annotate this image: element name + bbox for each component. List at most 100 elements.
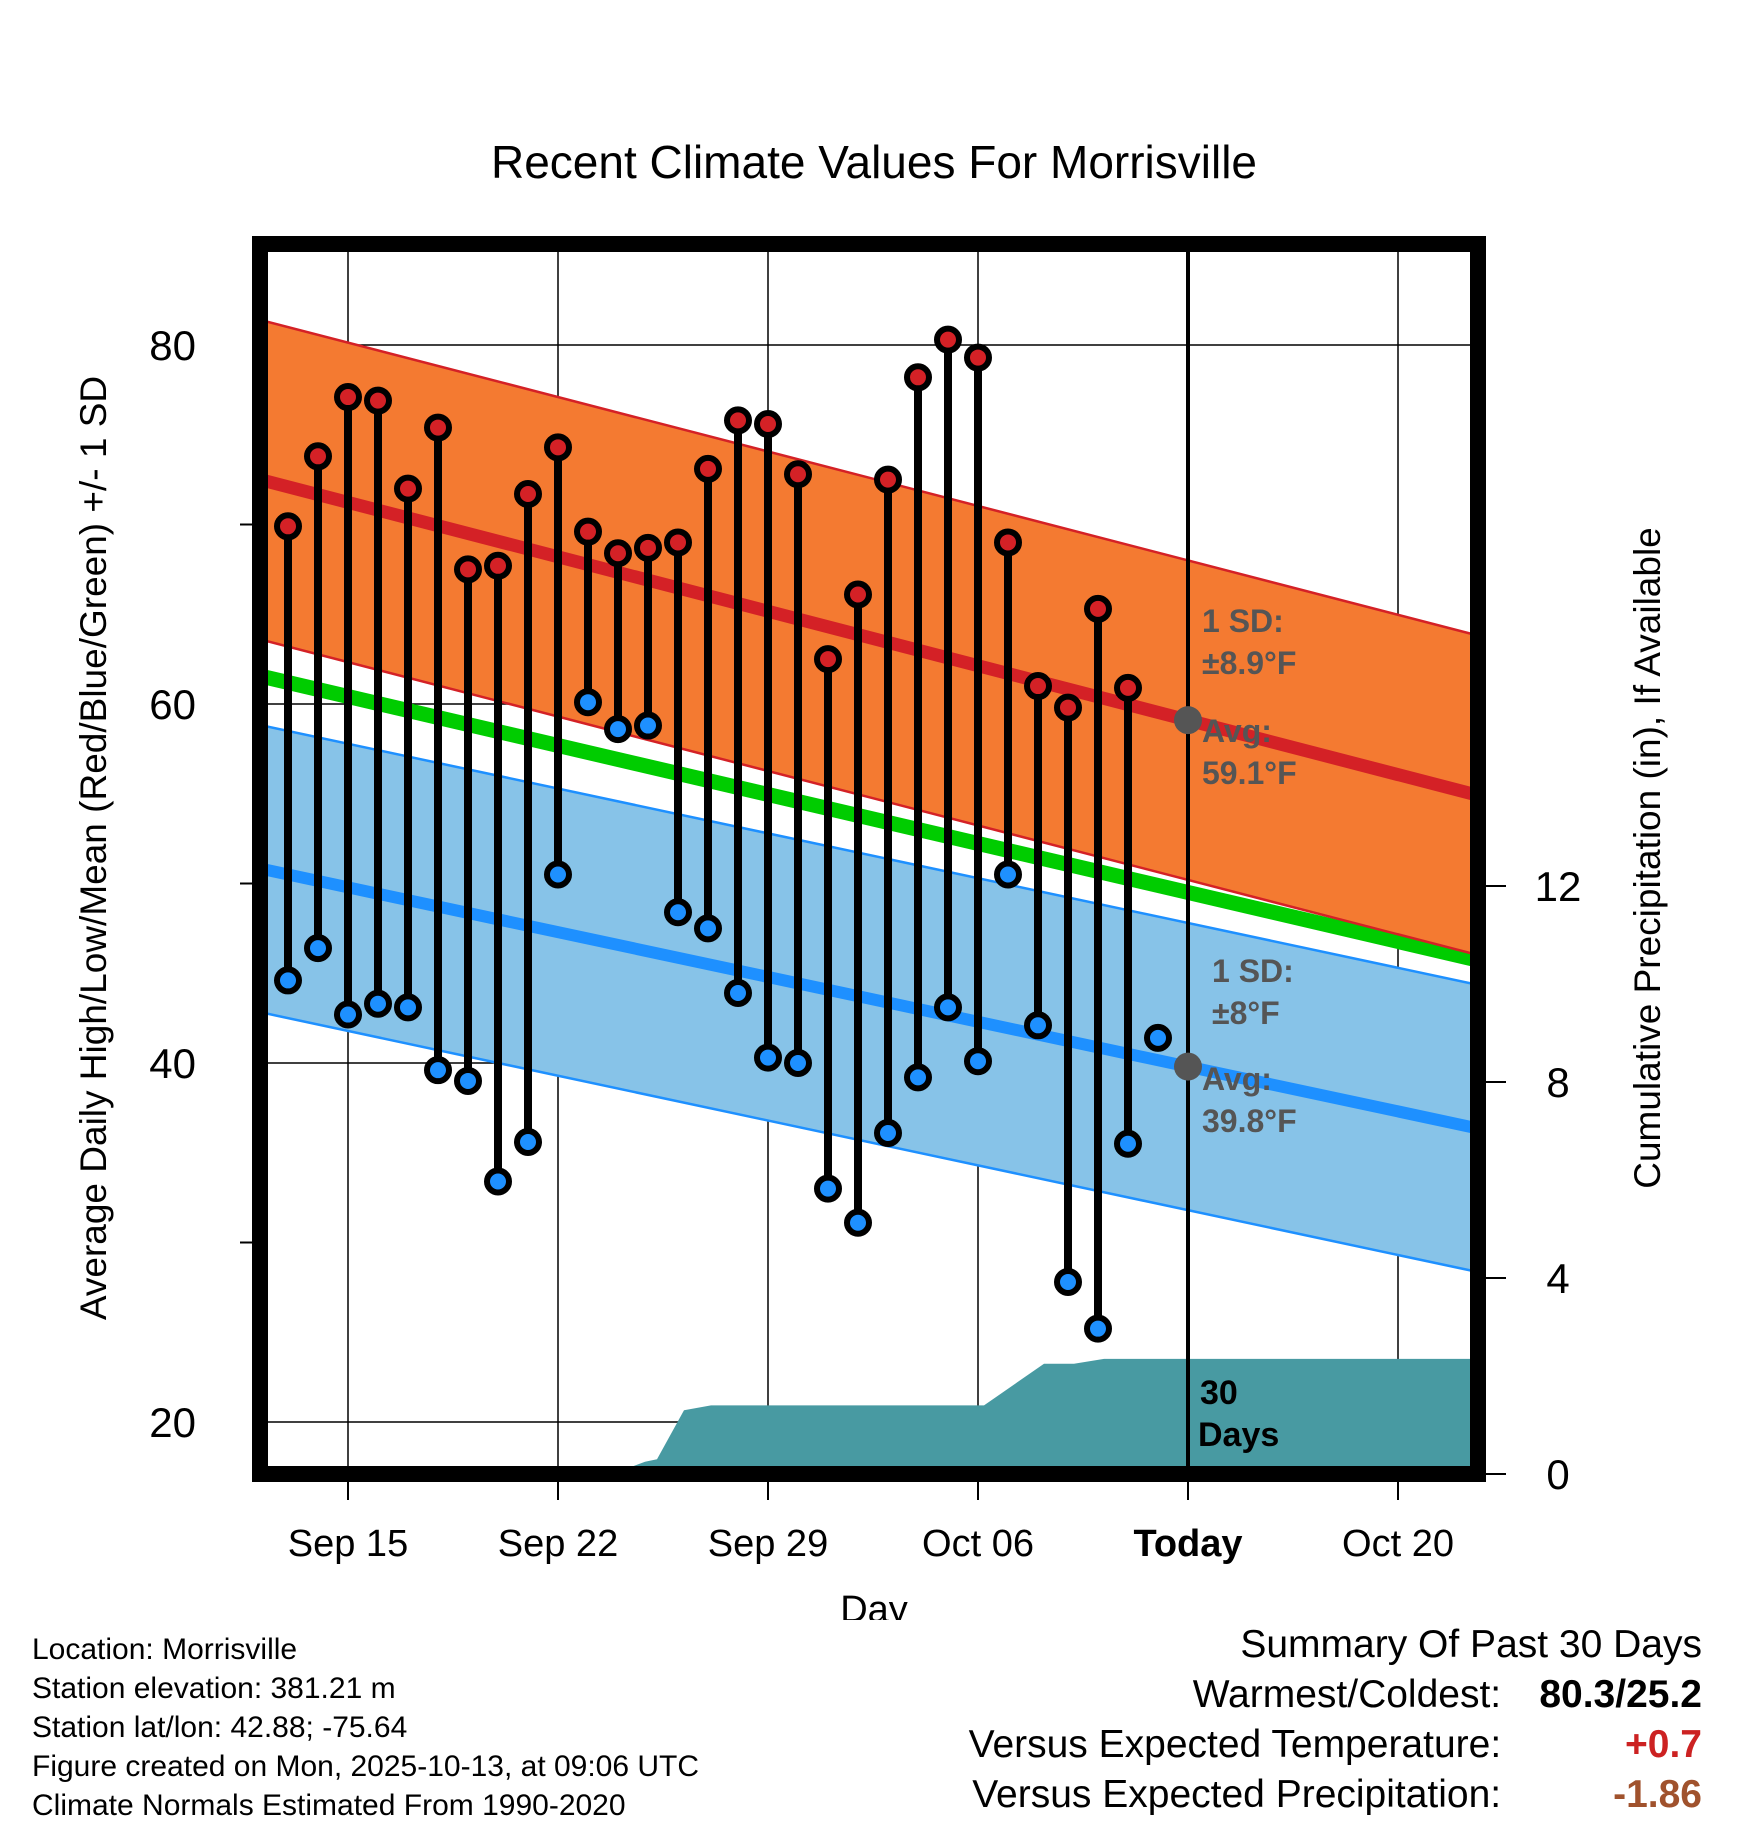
daily-high-point — [604, 539, 632, 568]
daily-low-point — [874, 1119, 902, 1148]
x-tick-label: Oct 20 — [1342, 1523, 1454, 1565]
low-avg-label: Avg: — [1202, 1061, 1272, 1097]
daily-low-point — [694, 914, 722, 943]
daily-high-point — [544, 433, 572, 462]
daily-low-point — [964, 1047, 992, 1076]
daily-high-point — [514, 479, 542, 508]
precip-row: Versus Expected Precipitation: -1.86 — [969, 1770, 1702, 1820]
y2-axis-label: Cumulative Precipitation (in), If Availa… — [1627, 527, 1668, 1189]
daily-low-point — [724, 978, 752, 1007]
normal-low-line — [260, 862, 1478, 1135]
summary-heading: Summary Of Past 30 Days — [1240, 1623, 1702, 1666]
daily-low-point — [574, 688, 602, 717]
daily-low-point — [424, 1056, 452, 1085]
daily-low-point — [634, 711, 662, 740]
warmest-label: Warmest/Coldest: — [1192, 1673, 1502, 1716]
elevation-text: Station elevation: 381.21 m — [32, 1672, 396, 1705]
precip-period-number: 30 — [1200, 1374, 1238, 1412]
daily-low-point — [544, 860, 572, 889]
daily-high-point — [424, 413, 452, 442]
x-tick-label: Oct 06 — [922, 1523, 1034, 1565]
x-axis-label: Day — [840, 1589, 908, 1620]
daily-low-point — [934, 993, 962, 1022]
daily-low-point — [904, 1063, 932, 1092]
low-avg-value: 39.8°F — [1202, 1103, 1297, 1139]
summary-panel: Summary Of Past 30 Days Warmest/Coldest:… — [969, 1620, 1702, 1820]
y-tick-label: 20 — [149, 1399, 196, 1446]
daily-low-point — [604, 715, 632, 744]
y-tick-label: 80 — [149, 322, 196, 369]
daily-high-point — [274, 512, 302, 541]
daily-low-point — [844, 1208, 872, 1237]
station-info: Location: Morrisville Station elevation:… — [32, 1630, 699, 1825]
y2-tick-label: 8 — [1546, 1059, 1569, 1106]
daily-high-point — [724, 406, 752, 435]
temp-row: Versus Expected Temperature: +0.7 — [969, 1720, 1702, 1770]
high-sd-value: ±8.9°F — [1202, 645, 1296, 681]
daily-low-point — [814, 1174, 842, 1203]
daily-high-point — [454, 555, 482, 584]
today-high-avg-marker — [1174, 706, 1202, 735]
low-sd-lower-edge — [260, 1010, 1478, 1274]
x-tick-label: Sep 22 — [498, 1523, 618, 1565]
daily-low-point — [334, 1000, 362, 1029]
low-sd-value: ±8°F — [1212, 995, 1280, 1031]
y2-tick-label: 12 — [1535, 863, 1582, 910]
daily-high-point — [484, 551, 512, 580]
daily-high-point — [874, 465, 902, 494]
location-text: Location: Morrisville — [32, 1633, 298, 1666]
x-tick-label: Today — [1133, 1523, 1242, 1565]
y2-tick-label: 4 — [1546, 1255, 1569, 1302]
daily-high-point — [364, 386, 392, 415]
daily-low-point — [514, 1127, 542, 1156]
daily-high-point — [574, 517, 602, 546]
x-tick-label: Sep 15 — [288, 1523, 408, 1565]
plot-inner — [260, 244, 1478, 1474]
daily-high-point — [814, 645, 842, 674]
daily-high-point — [994, 528, 1022, 557]
normal-high-line — [260, 473, 1478, 802]
climate-chart: Recent Climate Values For Morrisville 1 … — [73, 136, 1668, 1620]
high-sd-upper-edge — [260, 318, 1478, 637]
daily-low-point — [394, 993, 422, 1022]
precip-value: -1.86 — [1613, 1773, 1702, 1816]
daily-low-point — [1084, 1314, 1112, 1343]
normal-mean-line — [260, 668, 1478, 968]
daily-low-point — [304, 934, 332, 963]
y-tick-label: 60 — [149, 681, 196, 728]
daily-low-point — [994, 860, 1022, 889]
daily-low-point — [664, 898, 692, 927]
created-text: Figure created on Mon, 2025-10-13, at 09… — [32, 1750, 700, 1783]
daily-high-point — [1114, 673, 1142, 702]
daily-low-point — [1054, 1267, 1082, 1296]
daily-high-point — [904, 363, 932, 392]
daily-high-point — [1024, 672, 1052, 701]
daily-high-point — [334, 383, 362, 412]
daily-low-point — [754, 1043, 782, 1072]
warmest-value: 80.3/25.2 — [1539, 1673, 1702, 1716]
daily-low-point — [484, 1167, 512, 1196]
precip-period-unit: Days — [1198, 1416, 1279, 1454]
daily-high-point — [1084, 594, 1112, 623]
y-tick-label: 40 — [149, 1040, 196, 1087]
today-low-avg-marker — [1174, 1052, 1202, 1081]
high-avg-value: 59.1°F — [1202, 755, 1297, 791]
precip-label: Versus Expected Precipitation: — [972, 1773, 1502, 1816]
low-sd-label: 1 SD: — [1212, 953, 1294, 989]
temp-value: +0.7 — [1625, 1723, 1702, 1766]
daily-high-point — [754, 409, 782, 438]
low-sd-upper-edge — [260, 723, 1478, 987]
daily-low-point — [784, 1049, 812, 1077]
precip-area — [288, 1358, 1478, 1474]
daily-high-point — [664, 528, 692, 557]
daily-low-point — [274, 966, 302, 995]
daily-high-point — [634, 533, 662, 562]
daily-high-point — [304, 442, 332, 471]
high-sd-lower-edge — [260, 638, 1478, 957]
plot-frame — [252, 236, 1486, 1482]
daily-high-point — [694, 454, 722, 483]
plot-area: 1 SD: ±8.9°F Avg: 59.1°F 1 SD: ±8°F Avg: 39.8°F… — [149, 236, 1582, 1565]
latlon-text: Station lat/lon: 42.88; -75.64 — [32, 1711, 408, 1744]
daily-high-point — [964, 343, 992, 372]
daily-low-point — [364, 989, 392, 1018]
